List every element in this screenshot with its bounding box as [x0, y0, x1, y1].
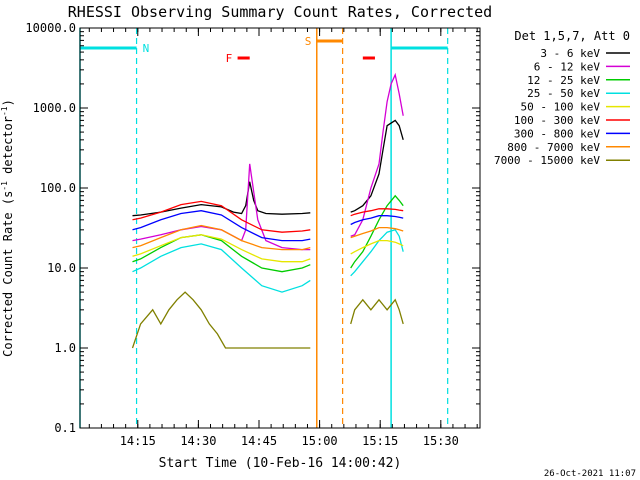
saa-label: S — [305, 35, 312, 48]
x-tick-label-4: 15:15 — [362, 434, 398, 448]
series-line-7-a — [132, 224, 311, 251]
x-tick-label-0: 14:15 — [120, 434, 156, 448]
y-axis-label-end: ) — [1, 99, 15, 106]
series-line-0-b — [350, 119, 404, 213]
series-line-7-b — [350, 226, 404, 239]
series-line-2-a — [132, 234, 311, 273]
series-line-4-b — [350, 239, 404, 255]
legend-label-7: 800 - 7000 keV — [507, 141, 600, 154]
y-tick-label-0: 10000.0 — [25, 21, 76, 35]
plot-area: N S F — [79, 28, 449, 428]
y-tick-label-2: 100.0 — [40, 181, 76, 195]
y-axis-label-sup2: -1 — [0, 106, 9, 116]
chart-title: RHESSI Observing Summary Count Rates, Co… — [68, 3, 492, 21]
y-axis: 10000.0 1000.0 100.0 10.0 1.0 0.1 — [25, 21, 480, 435]
series-line-6-a — [132, 210, 311, 242]
series-line-1-b — [350, 72, 404, 237]
legend-label-5: 100 - 300 keV — [514, 114, 600, 127]
y-tick-label-1: 1000.0 — [33, 101, 76, 115]
series-line-0-a — [132, 181, 311, 217]
series-line-3-b — [350, 229, 404, 277]
series-line-5-a — [132, 200, 311, 233]
legend-label-4: 50 - 100 keV — [521, 101, 601, 114]
footer-date: 26-Oct-2021 11:07 — [544, 469, 636, 479]
series-line-8-a — [131, 291, 311, 349]
y-tick-label-3: 10.0 — [47, 261, 76, 275]
y-tick-label-4: 1.0 — [54, 341, 76, 355]
series-line-4-a — [132, 234, 311, 263]
series-line-1-a — [132, 163, 311, 251]
series-line-8-b — [350, 298, 404, 325]
legend-label-6: 300 - 800 keV — [514, 127, 600, 140]
x-tick-label-5: 15:30 — [423, 434, 459, 448]
y-axis-label-tail: detector — [1, 116, 15, 181]
legend-label-0: 3 - 6 keV — [540, 47, 600, 60]
x-tick-label-2: 14:45 — [241, 434, 277, 448]
series-line-3-a — [132, 243, 311, 293]
legend-label-3: 25 - 50 keV — [527, 87, 600, 100]
x-tick-label-3: 15:00 — [302, 434, 338, 448]
flare-label: F — [226, 52, 233, 65]
y-axis-label-main: Corrected Count Rate (s — [1, 191, 15, 357]
legend-label-8: 7000 - 15000 keV — [494, 154, 600, 167]
night-label: N — [143, 42, 150, 55]
series-line-6-b — [350, 215, 404, 226]
series-line-2-b — [350, 194, 404, 269]
legend-label-1: 6 - 12 keV — [534, 60, 601, 73]
y-tick-label-5: 0.1 — [54, 421, 76, 435]
plot-frame — [79, 27, 481, 429]
x-axis: 14:15 14:30 14:45 15:00 15:15 15:30 — [88, 28, 478, 448]
series-line-5-b — [350, 208, 404, 217]
y-axis-label-sup: -1 — [0, 181, 9, 191]
x-axis-label: Start Time (10-Feb-16 14:00:42) — [159, 456, 402, 471]
x-tick-label-1: 14:30 — [180, 434, 216, 448]
y-axis-label: Corrected Count Rate (s-1 detector-1) — [0, 99, 15, 357]
legend-label-2: 12 - 25 keV — [527, 74, 600, 87]
legend-header: Det 1,5,7, Att 0 — [514, 29, 630, 43]
